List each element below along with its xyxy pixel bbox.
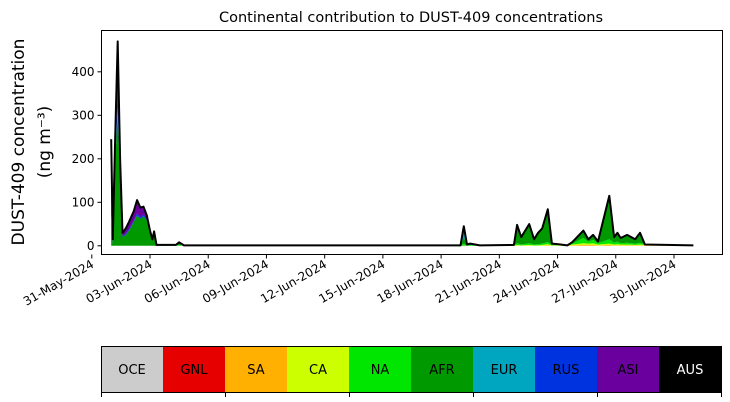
legend-swatch-rus <box>535 346 598 392</box>
y-tick-label: 100 <box>72 195 95 209</box>
legend-label-oce: OCE <box>118 363 146 378</box>
legend-swatch-asi <box>597 346 660 392</box>
legend-swatch-ca <box>287 346 350 392</box>
legend-label-eur: EUR <box>491 363 518 378</box>
area-na <box>111 238 694 246</box>
legend-swatch-gnl <box>163 346 226 392</box>
legend-label-ca: CA <box>309 363 327 378</box>
legend-swatch-na <box>349 346 412 392</box>
total-line <box>110 40 694 247</box>
legend-label-rus: RUS <box>553 363 580 378</box>
x-tick-label: 31-May-2024 <box>21 257 96 309</box>
legend-swatch-eur <box>473 346 536 392</box>
plot-frame <box>101 30 723 255</box>
legend-label-gnl: GNL <box>180 363 208 378</box>
area-ca <box>111 243 694 246</box>
legend-label-sa: SA <box>247 363 264 378</box>
chart-title: Continental contribution to DUST-409 con… <box>219 10 603 26</box>
y-axis-label-line2: (ng m⁻³) <box>35 106 55 179</box>
y-tick-label: 0 <box>87 239 95 253</box>
legend-label-afr: AFR <box>429 363 454 378</box>
y-axis-label-line1: DUST-409 concentration <box>9 39 29 246</box>
area-afr <box>111 115 694 246</box>
legend-colorbar: OCE GNL SA CA NA AFR EUR RUS ASI AUS <box>101 346 722 397</box>
legend-frame <box>101 346 722 393</box>
legend-label-aus: AUS <box>677 363 704 378</box>
legend-swatch-aus <box>659 346 722 392</box>
legend-label-asi: ASI <box>618 363 639 378</box>
legend-swatch-afr <box>411 346 474 392</box>
y-tick-label: 300 <box>72 108 95 122</box>
legend-swatch-oce <box>101 346 164 392</box>
stacked-areas <box>110 40 694 247</box>
area-sa <box>111 244 694 246</box>
x-tick-label: 30-Jun-2024 <box>607 257 678 306</box>
legend-label-na: NA <box>371 363 390 378</box>
legend-swatch-sa <box>225 346 288 392</box>
y-tick-label: 200 <box>72 152 95 166</box>
y-tick-label: 400 <box>72 65 95 79</box>
